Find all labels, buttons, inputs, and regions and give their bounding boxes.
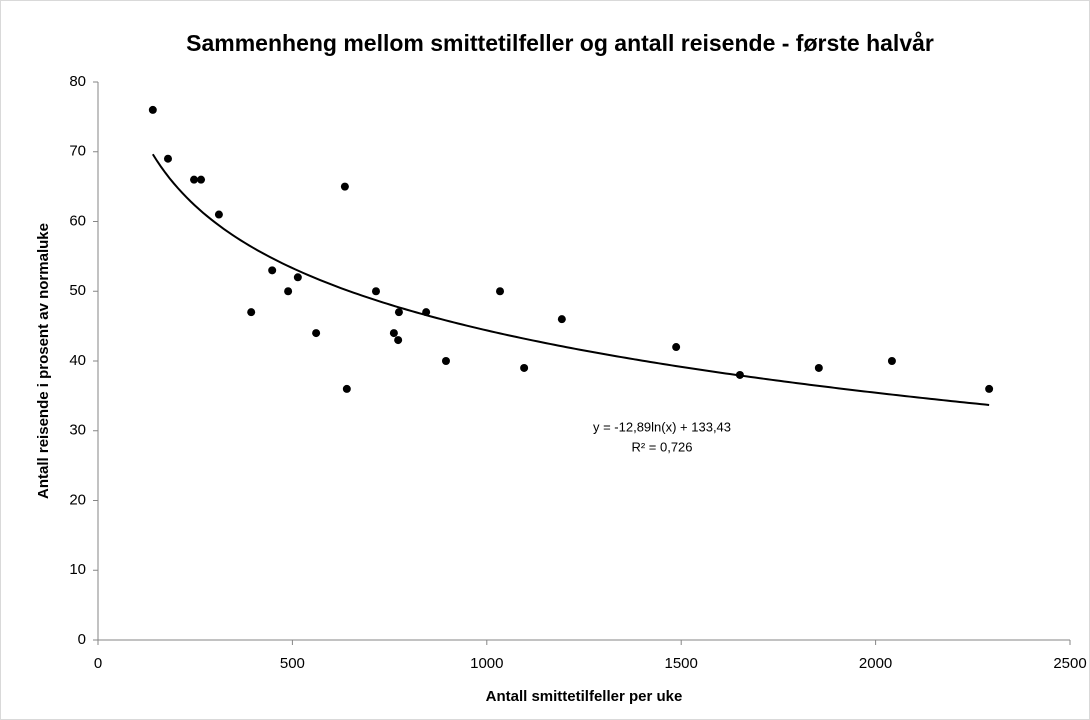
- point: [520, 363, 529, 372]
- point: [214, 210, 223, 219]
- trendline: [151, 153, 990, 406]
- x-tick-label: 500: [280, 655, 305, 672]
- y-axis-title: Antall reisende i prosent av normaluke: [35, 223, 52, 499]
- point: [814, 363, 823, 372]
- point: [422, 308, 431, 317]
- x-tick-label: 2500: [1053, 655, 1086, 672]
- y-tick-label: 10: [69, 561, 86, 578]
- point: [247, 308, 256, 317]
- point: [148, 105, 157, 114]
- point: [394, 336, 403, 345]
- x-axis-title: Antall smittetilfeller per uke: [486, 688, 683, 705]
- point: [394, 308, 403, 317]
- point: [190, 175, 199, 184]
- y-tick-label: 70: [69, 143, 86, 160]
- y-tick-label: 80: [69, 73, 86, 90]
- point: [441, 357, 450, 365]
- y-tick-label: 60: [69, 212, 86, 229]
- point: [284, 287, 293, 296]
- x-tick-label: 1500: [665, 655, 698, 672]
- point: [887, 357, 896, 365]
- point: [672, 343, 681, 352]
- x-tick-label: 2000: [859, 655, 892, 672]
- trendline-r2: R² = 0,726: [631, 439, 692, 454]
- point: [557, 315, 566, 324]
- point: [197, 175, 206, 184]
- point: [371, 287, 380, 296]
- point: [389, 329, 398, 338]
- point: [985, 384, 994, 393]
- y-tick-label: 0: [78, 631, 86, 648]
- y-tick-label: 30: [69, 422, 86, 439]
- y-tick-label: 50: [69, 282, 86, 299]
- x-tick-label: 1000: [470, 655, 503, 672]
- point: [163, 154, 172, 163]
- y-tick-label: 20: [69, 491, 86, 508]
- y-tick-label: 40: [69, 352, 86, 369]
- point: [312, 329, 321, 338]
- point: [340, 182, 349, 191]
- point: [342, 384, 351, 393]
- chart-title: Sammenheng mellom smittetilfeller og ant…: [186, 30, 934, 56]
- point: [496, 287, 505, 296]
- x-tick-label: 0: [94, 655, 102, 672]
- point: [293, 273, 302, 282]
- trendline-equation: y = -12,89ln(x) + 133,43: [593, 419, 731, 434]
- point: [268, 266, 277, 275]
- point: [735, 370, 744, 379]
